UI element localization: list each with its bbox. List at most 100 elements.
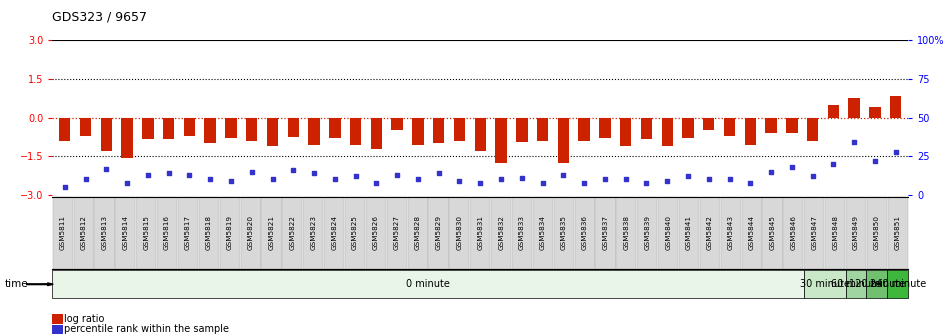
Text: 120 minute: 120 minute <box>848 279 905 289</box>
Bar <box>827 105 839 118</box>
Bar <box>516 118 528 142</box>
Text: GSM5850: GSM5850 <box>874 215 880 250</box>
Point <box>660 178 675 184</box>
Point <box>431 171 446 176</box>
Text: GSM5847: GSM5847 <box>811 215 817 250</box>
Text: GSM5816: GSM5816 <box>165 215 170 250</box>
Text: GSM5840: GSM5840 <box>665 215 671 250</box>
Text: GSM5826: GSM5826 <box>373 215 378 250</box>
Text: GSM5814: GSM5814 <box>123 215 128 250</box>
Point <box>494 177 509 182</box>
Point <box>203 177 218 182</box>
Bar <box>495 118 507 163</box>
Text: GSM5825: GSM5825 <box>352 215 358 250</box>
Text: GSM5846: GSM5846 <box>790 215 796 250</box>
Point <box>514 175 530 180</box>
Bar <box>350 118 361 145</box>
Bar <box>869 107 881 118</box>
Point <box>140 172 155 177</box>
Bar <box>620 118 631 146</box>
Bar <box>80 118 91 136</box>
Text: GSM5829: GSM5829 <box>436 215 441 250</box>
Bar <box>557 118 569 163</box>
Point <box>265 177 281 182</box>
Bar <box>163 118 174 139</box>
Text: GSM5832: GSM5832 <box>498 215 504 250</box>
Point <box>639 180 654 185</box>
Bar <box>890 96 902 118</box>
Bar <box>122 118 133 158</box>
Text: GSM5828: GSM5828 <box>415 215 420 250</box>
Bar <box>204 118 216 143</box>
Bar <box>412 118 423 145</box>
Bar <box>745 118 756 145</box>
Bar <box>848 98 860 118</box>
Text: GSM5822: GSM5822 <box>289 215 296 250</box>
Text: GSM5831: GSM5831 <box>477 215 483 250</box>
Point <box>182 172 197 177</box>
Text: GSM5848: GSM5848 <box>832 215 838 250</box>
Point <box>535 180 551 185</box>
Point <box>597 177 612 182</box>
Point <box>161 171 176 176</box>
Point <box>846 140 862 145</box>
Text: GDS323 / 9657: GDS323 / 9657 <box>52 10 147 23</box>
Bar <box>59 118 70 141</box>
Text: 0 minute: 0 minute <box>406 279 450 289</box>
Text: GSM5823: GSM5823 <box>310 215 317 250</box>
Text: GSM5843: GSM5843 <box>728 215 734 250</box>
Point <box>57 184 72 190</box>
Bar <box>475 118 486 151</box>
Point <box>785 164 800 170</box>
Text: GSM5811: GSM5811 <box>60 215 66 250</box>
Text: GSM5845: GSM5845 <box>769 215 775 250</box>
Point <box>390 172 405 177</box>
Point <box>410 177 425 182</box>
Bar <box>703 118 714 130</box>
Bar <box>807 118 819 141</box>
Text: log ratio: log ratio <box>65 314 105 324</box>
Point <box>618 177 633 182</box>
Bar <box>287 118 299 137</box>
Bar <box>101 118 112 151</box>
Bar <box>682 118 693 138</box>
Bar <box>724 118 735 136</box>
Bar <box>433 118 444 143</box>
Bar <box>766 118 777 133</box>
Point <box>805 174 821 179</box>
Point <box>576 180 592 185</box>
Bar <box>142 118 153 139</box>
Text: GSM5819: GSM5819 <box>226 215 233 250</box>
Point <box>888 149 903 154</box>
Point <box>555 172 571 177</box>
Bar <box>308 118 320 145</box>
Text: GSM5824: GSM5824 <box>331 215 337 250</box>
Text: time: time <box>5 279 29 289</box>
Bar <box>599 118 611 138</box>
Bar <box>329 118 340 138</box>
Point <box>244 169 260 174</box>
Bar <box>662 118 673 146</box>
Bar <box>454 118 465 141</box>
Text: GSM5839: GSM5839 <box>644 215 650 250</box>
Bar <box>246 118 258 141</box>
Point <box>473 180 488 185</box>
Text: GSM5835: GSM5835 <box>561 215 567 250</box>
Point <box>348 174 363 179</box>
Point <box>327 177 342 182</box>
Text: GSM5834: GSM5834 <box>540 215 546 250</box>
Bar <box>267 118 279 146</box>
Text: 60 minute: 60 minute <box>831 279 881 289</box>
Point <box>285 167 301 173</box>
Text: GSM5836: GSM5836 <box>582 215 588 250</box>
Text: GSM5821: GSM5821 <box>268 215 275 250</box>
Point <box>825 161 841 167</box>
Bar <box>392 118 403 130</box>
Bar <box>641 118 652 139</box>
Text: GSM5817: GSM5817 <box>185 215 191 250</box>
Point <box>743 180 758 185</box>
Text: GSM5833: GSM5833 <box>519 215 525 250</box>
Text: GSM5820: GSM5820 <box>247 215 254 250</box>
Point <box>867 158 883 164</box>
Text: GSM5827: GSM5827 <box>394 215 399 250</box>
